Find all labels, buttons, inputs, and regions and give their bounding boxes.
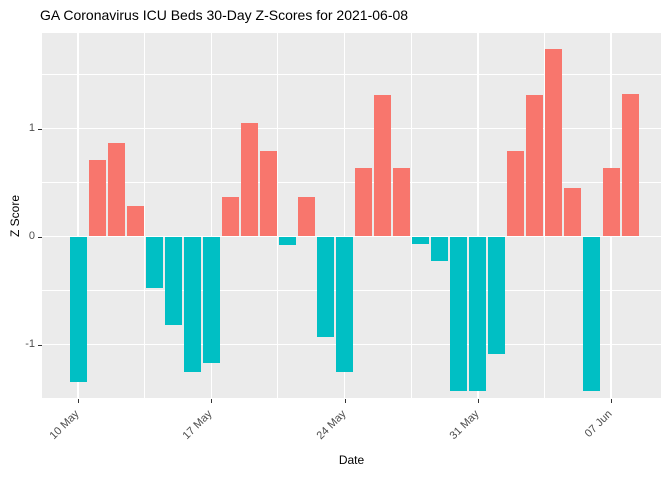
gridline-x-minor — [410, 33, 412, 399]
x-tick-mark — [78, 399, 79, 403]
bar-2021-06-05 — [564, 187, 582, 237]
bar-2021-06-08 — [621, 93, 639, 237]
gridline-y-minor — [42, 182, 661, 183]
gridline-x-minor — [277, 33, 279, 399]
bar-2021-05-15 — [164, 236, 182, 326]
bar-2021-05-13 — [126, 206, 144, 237]
x-tick-label: 31 May — [447, 408, 482, 443]
bar-2021-05-14 — [145, 236, 163, 289]
gridline-x-major — [343, 33, 346, 399]
gridline-x-major — [477, 33, 479, 399]
y-tick-label: 0 — [28, 229, 35, 242]
bar-2021-05-27 — [393, 168, 411, 237]
bar-2021-05-28 — [412, 236, 430, 245]
x-tick-label: 07 Jun — [582, 408, 615, 440]
x-tick-mark — [211, 399, 213, 403]
bar-2021-05-21 — [278, 236, 296, 246]
y-tick-mark — [38, 344, 42, 346]
gridline-x-major — [77, 33, 79, 399]
gridline-x-minor — [144, 33, 146, 399]
x-tick-label: 24 May — [314, 408, 349, 443]
bar-2021-06-04 — [545, 48, 563, 237]
y-tick-mark — [38, 236, 42, 238]
bar-2021-06-03 — [526, 95, 544, 237]
bar-2021-05-30 — [450, 236, 468, 391]
bar-2021-06-06 — [583, 236, 601, 391]
bar-2021-05-26 — [374, 95, 392, 237]
gridline-x-minor — [543, 33, 545, 399]
bar-2021-05-29 — [431, 236, 449, 262]
bar-2021-05-24 — [336, 236, 353, 372]
x-tick-mark — [477, 399, 479, 403]
x-tick-label: 17 May — [180, 408, 215, 443]
bar-2021-05-11 — [88, 159, 106, 237]
x-axis-title: Date — [338, 453, 365, 467]
bar-2021-05-23 — [316, 236, 334, 337]
gridline-y-minor — [42, 74, 661, 75]
bar-2021-05-31 — [469, 236, 487, 391]
bar-2021-05-16 — [183, 236, 201, 372]
chart-title: GA Coronavirus ICU Beds 30-Day Z-Scores … — [40, 7, 409, 23]
bar-2021-06-01 — [488, 236, 506, 355]
bar-2021-05-10 — [69, 236, 87, 383]
bar-2021-05-25 — [355, 168, 373, 237]
y-tick-label: -1 — [25, 337, 35, 350]
x-tick-mark — [611, 399, 612, 403]
bar-2021-06-07 — [602, 168, 620, 237]
gridline-y-major — [42, 127, 661, 130]
y-tick-label: 1 — [28, 121, 35, 134]
bar-2021-05-20 — [259, 151, 277, 237]
gridline-x-major — [210, 33, 212, 399]
plot-panel — [42, 33, 661, 399]
bar-2021-05-18 — [221, 196, 239, 237]
x-tick-mark — [344, 399, 346, 403]
y-tick-mark — [38, 128, 42, 130]
bar-2021-05-22 — [297, 196, 315, 237]
gridline-y-minor — [42, 398, 661, 399]
bar-2021-05-19 — [240, 123, 258, 237]
x-tick-label: 10 May — [47, 408, 82, 443]
bar-2021-05-12 — [107, 142, 125, 237]
bar-2021-06-02 — [507, 151, 525, 237]
bar-2021-05-17 — [202, 236, 220, 363]
